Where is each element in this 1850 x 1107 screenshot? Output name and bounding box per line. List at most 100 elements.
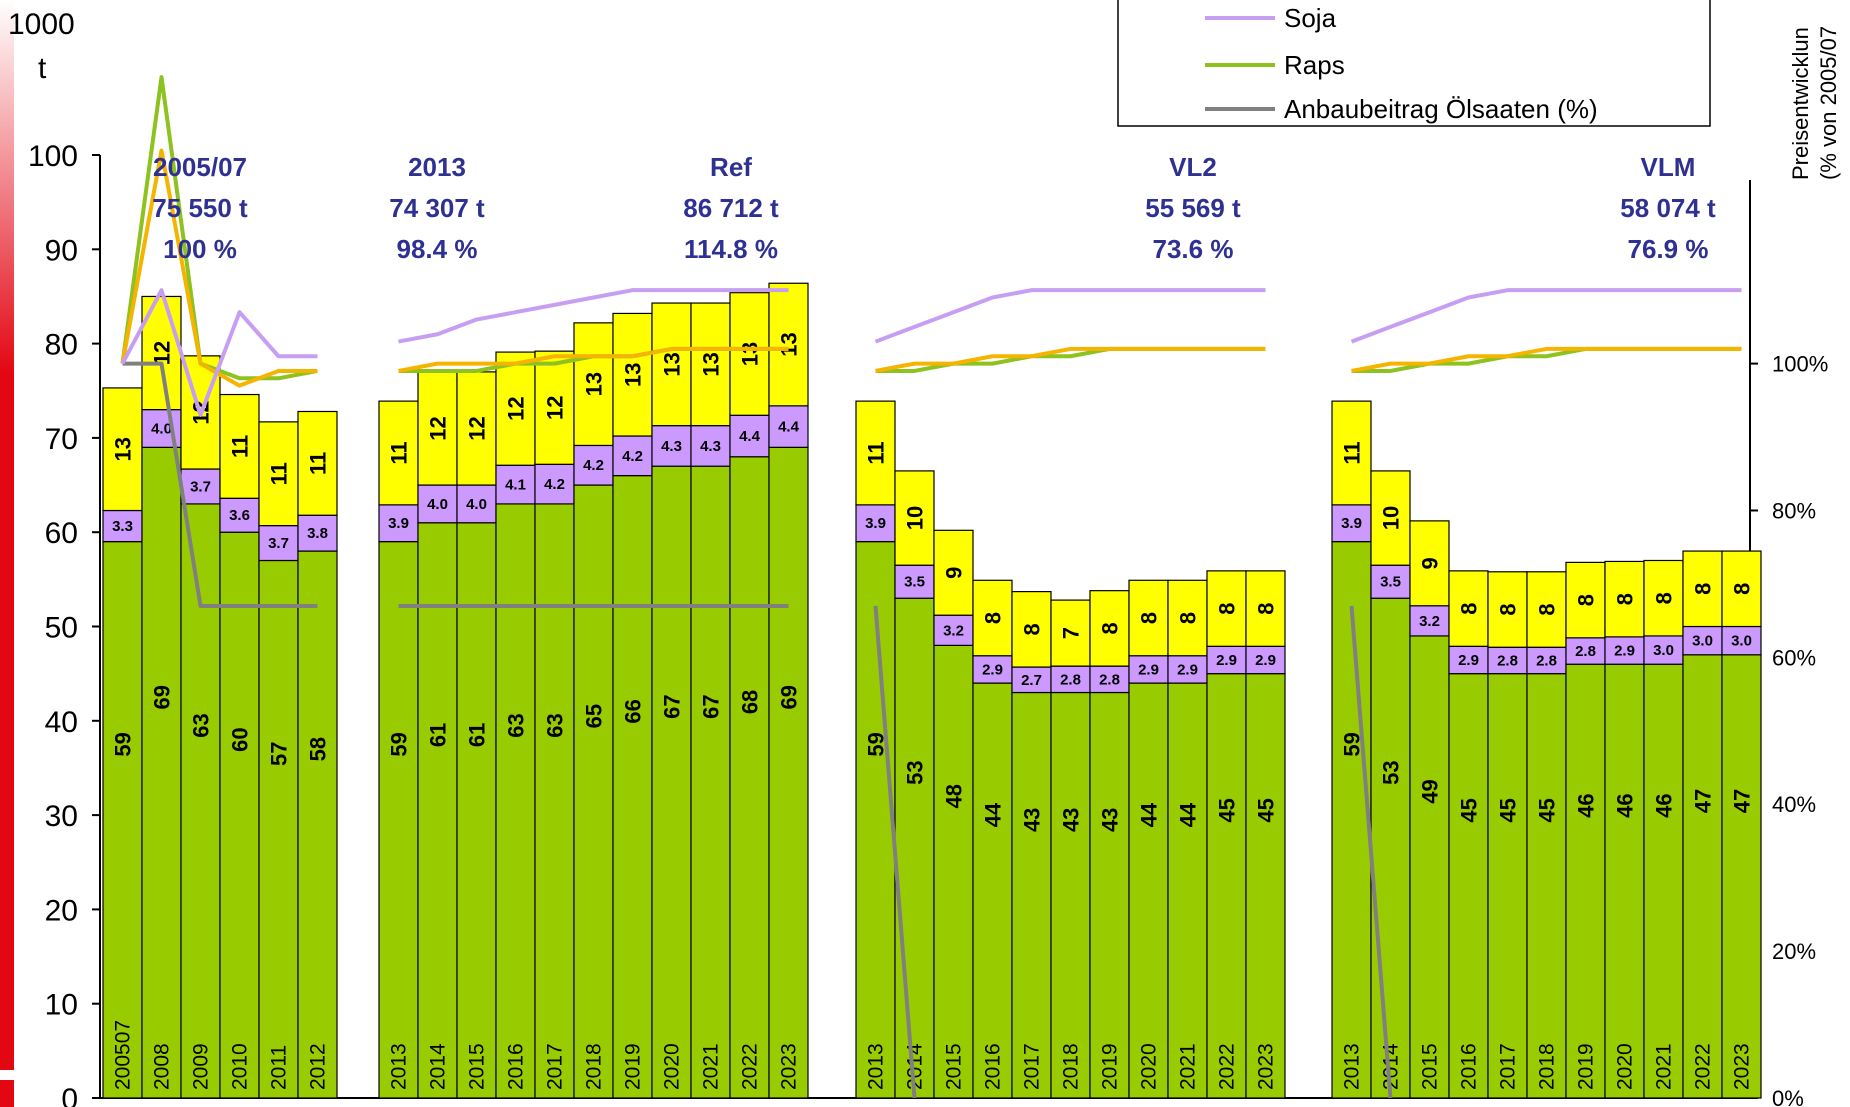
- value-label-purple: 2.9: [982, 661, 1003, 678]
- year-label: 2023: [1731, 1043, 1754, 1090]
- bar-segment-purple: [102, 509, 143, 543]
- bar-segment-yellow: [855, 400, 896, 506]
- value-label-green: 45: [1535, 798, 1560, 822]
- bar-segment-yellow: [219, 393, 260, 499]
- y2-tick-label: 40%: [1772, 792, 1816, 817]
- value-label-green: 47: [1730, 789, 1755, 813]
- y2-tick-label: 20%: [1772, 939, 1816, 964]
- value-label-purple: 3.7: [190, 478, 211, 495]
- value-label-yellow: 11: [387, 441, 412, 464]
- value-label-green: 63: [189, 713, 214, 737]
- bar-segment-purple: [855, 504, 896, 543]
- year-label: 2019: [1099, 1043, 1122, 1090]
- y-unit-top: 1000: [8, 8, 75, 41]
- value-label-purple: 4.1: [505, 477, 526, 494]
- bar-segment-green: [297, 550, 338, 1099]
- bars-layer: 200507 59 3.3 13 2008 69 4.0 12 2009 63 3.7 12 2010 6…: [102, 282, 1762, 1099]
- bar-segment-yellow: [1050, 599, 1091, 667]
- bar-segment-yellow: [258, 421, 299, 527]
- value-label-yellow: 8: [1613, 593, 1638, 605]
- bar-segment-green: [690, 465, 731, 1099]
- bar-segment-green: [1721, 654, 1762, 1099]
- value-label-purple: 4.4: [778, 419, 800, 436]
- year-label: 2011: [268, 1045, 291, 1090]
- bar-segment-green: [573, 484, 614, 1099]
- bar-segment-green: [1448, 673, 1489, 1099]
- bar-segment-green: [651, 465, 692, 1099]
- y-tick-label: 30: [45, 800, 78, 833]
- bar-segment-green: [1089, 691, 1130, 1099]
- y-tick-label: 60: [45, 517, 78, 550]
- value-label-yellow: 8: [1098, 622, 1123, 634]
- value-label-purple: 2.9: [1138, 661, 1159, 678]
- value-label-yellow: 9: [942, 567, 967, 579]
- value-label-purple: 2.9: [1614, 643, 1635, 660]
- value-label-yellow: 12: [543, 395, 568, 419]
- year-label: 2013: [388, 1043, 411, 1090]
- bar-segment-purple: [972, 655, 1013, 684]
- bar-segment-purple: [1089, 665, 1130, 694]
- y-tick-label: 80: [45, 329, 78, 362]
- line-raps: [875, 346, 1266, 373]
- value-label-yellow: 11: [267, 462, 292, 485]
- bar-segment-purple: [1643, 635, 1684, 665]
- value-label-green: 43: [1059, 808, 1084, 832]
- value-label-green: 69: [777, 685, 802, 709]
- bar-segment-yellow: [894, 470, 935, 566]
- value-label-green: 66: [621, 699, 646, 723]
- value-label-green: 49: [1418, 779, 1443, 803]
- value-label-green: 58: [306, 737, 331, 761]
- value-label-purple: 4.3: [661, 438, 682, 455]
- year-label: 2016: [1458, 1043, 1481, 1090]
- year-label: 200507: [112, 1020, 135, 1090]
- y-tick-label: 20: [45, 894, 78, 927]
- value-label-green: 65: [582, 704, 607, 728]
- value-label-purple: 3.0: [1653, 642, 1674, 659]
- year-label: 2021: [700, 1043, 723, 1090]
- value-label-green: 45: [1496, 798, 1521, 822]
- bar-segment-green: [258, 559, 299, 1099]
- value-label-purple: 3.2: [1419, 613, 1440, 630]
- y2-label-line2: (% von 2005/07: [1816, 26, 1841, 180]
- y2-axis-ticks: 0% 20% 40% 60% 80% 100%: [1750, 352, 1828, 1107]
- year-label: 2020: [661, 1043, 684, 1090]
- bar-segment-yellow: [1721, 550, 1762, 628]
- year-label: 2019: [1575, 1043, 1598, 1090]
- value-label-purple: 3.2: [943, 622, 964, 639]
- value-label-purple: 3.9: [1341, 515, 1362, 532]
- y2-tick-label: 100%: [1772, 352, 1828, 377]
- bar-segment-yellow: [768, 282, 809, 407]
- y-unit-bottom: t: [38, 52, 47, 85]
- year-label: 2018: [1060, 1043, 1083, 1090]
- bar-segment-green: [1206, 673, 1247, 1099]
- bar-segment-purple: [651, 425, 692, 467]
- value-label-purple: 2.7: [1021, 672, 1042, 689]
- year-label: 2017: [1021, 1043, 1044, 1090]
- line-orange: [120, 148, 318, 388]
- year-label: 2022: [739, 1043, 762, 1090]
- value-label-purple: 2.8: [1060, 671, 1081, 688]
- value-label-green: 46: [1574, 793, 1599, 817]
- value-label-green: 45: [1215, 798, 1240, 822]
- bar-segment-yellow: [1643, 559, 1684, 637]
- legend: Soja Raps Anbaubeitrag Ölsaaten (%): [1117, 0, 1711, 127]
- value-label-yellow: 8: [1535, 603, 1560, 615]
- line-anbaubeitrag: [122, 361, 318, 608]
- bar-segment-green: [1409, 635, 1450, 1099]
- year-label: 2017: [1497, 1043, 1520, 1090]
- value-label-green: 45: [1254, 798, 1279, 822]
- y-tick-label: 0: [61, 1083, 78, 1107]
- bar-segment-yellow: [729, 292, 770, 416]
- bar-segment-green: [1604, 663, 1645, 1099]
- bar-segment-yellow: [1089, 590, 1130, 667]
- value-label-green: 59: [111, 732, 136, 756]
- year-label: 2020: [1138, 1043, 1161, 1090]
- bar-segment-green: [1565, 663, 1606, 1099]
- year-label: 2015: [1419, 1043, 1442, 1090]
- year-label: 2021: [1177, 1043, 1200, 1090]
- group-2013-title: 2013: [408, 152, 466, 182]
- value-label-yellow: 8: [1020, 623, 1045, 635]
- value-label-purple: 2.9: [1216, 652, 1237, 669]
- year-label: 2012: [307, 1043, 330, 1090]
- bar-segment-green: [1526, 673, 1567, 1099]
